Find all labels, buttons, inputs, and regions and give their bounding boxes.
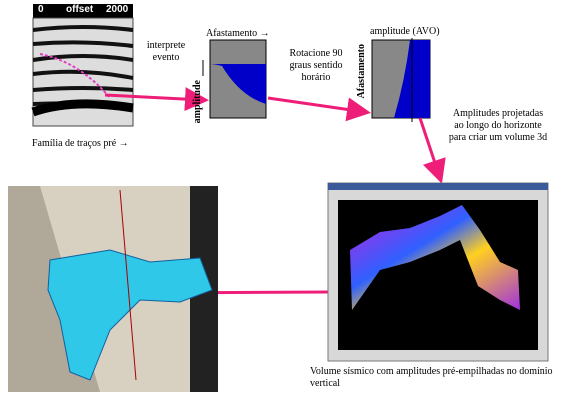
tick: offset: [66, 4, 93, 16]
note: Amplitudes projetadas ao longo do horizo…: [448, 108, 548, 144]
panel-2-y-label: Afastamento: [356, 44, 368, 98]
note: interprete evento: [136, 40, 196, 64]
volume-caption: Volume sísmico com amplitudes pré-empilh…: [310, 366, 570, 390]
volume-3d: [8, 186, 218, 392]
tick: 2000: [106, 4, 128, 16]
software-screenshot: [328, 183, 548, 361]
panel-1-y-label: amplitude: [192, 80, 204, 123]
gather-caption: Família de traços pré →: [32, 138, 129, 150]
panel-2-x-label: amplitude (AVO): [370, 26, 440, 38]
page: 0 offset 2000 Família de traços pré → in…: [0, 0, 570, 396]
seismic-gather: [33, 4, 133, 126]
panel-1-x-label: Afastamento →: [206, 28, 270, 40]
tick: 0: [38, 4, 44, 16]
note: Rotacione 90 graus sentido horário: [280, 48, 352, 84]
